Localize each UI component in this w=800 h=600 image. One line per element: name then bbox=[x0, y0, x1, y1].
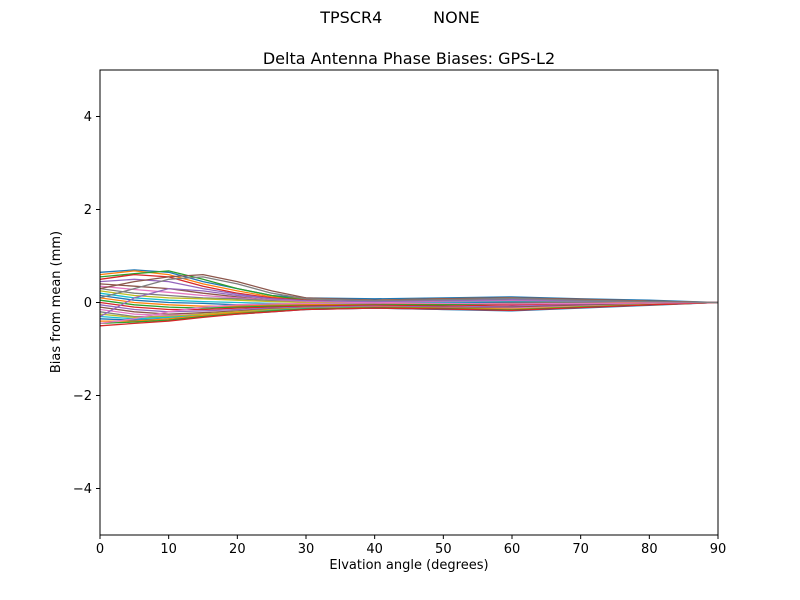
x-tick-label: 0 bbox=[96, 542, 104, 557]
chart-title: Delta Antenna Phase Biases: GPS-L2 bbox=[262, 49, 556, 68]
x-tick-label: 70 bbox=[572, 542, 589, 557]
series-group bbox=[100, 269, 718, 327]
x-tick-label: 40 bbox=[366, 542, 383, 557]
x-axis-label: Elvation angle (degrees) bbox=[329, 558, 489, 573]
y-tick-label: 2 bbox=[84, 203, 92, 218]
x-tick-label: 10 bbox=[160, 542, 177, 557]
y-tick-label: 4 bbox=[84, 110, 92, 125]
figure-suptitle: TPSCR4 NONE bbox=[320, 8, 480, 27]
x-tick-label: 60 bbox=[504, 542, 521, 557]
y-tick-label: −2 bbox=[73, 389, 92, 404]
series-line bbox=[100, 273, 718, 304]
series-line bbox=[100, 301, 718, 327]
x-tick-label: 80 bbox=[641, 542, 658, 557]
series-line bbox=[100, 301, 718, 325]
y-tick-label: −4 bbox=[73, 482, 92, 497]
x-tick-label: 90 bbox=[710, 542, 727, 557]
y-tick-label: 0 bbox=[84, 296, 92, 311]
series-line bbox=[100, 276, 718, 304]
x-tick-label: 50 bbox=[435, 542, 452, 557]
x-tick-label: 20 bbox=[229, 542, 246, 557]
x-tick-label: 30 bbox=[298, 542, 315, 557]
